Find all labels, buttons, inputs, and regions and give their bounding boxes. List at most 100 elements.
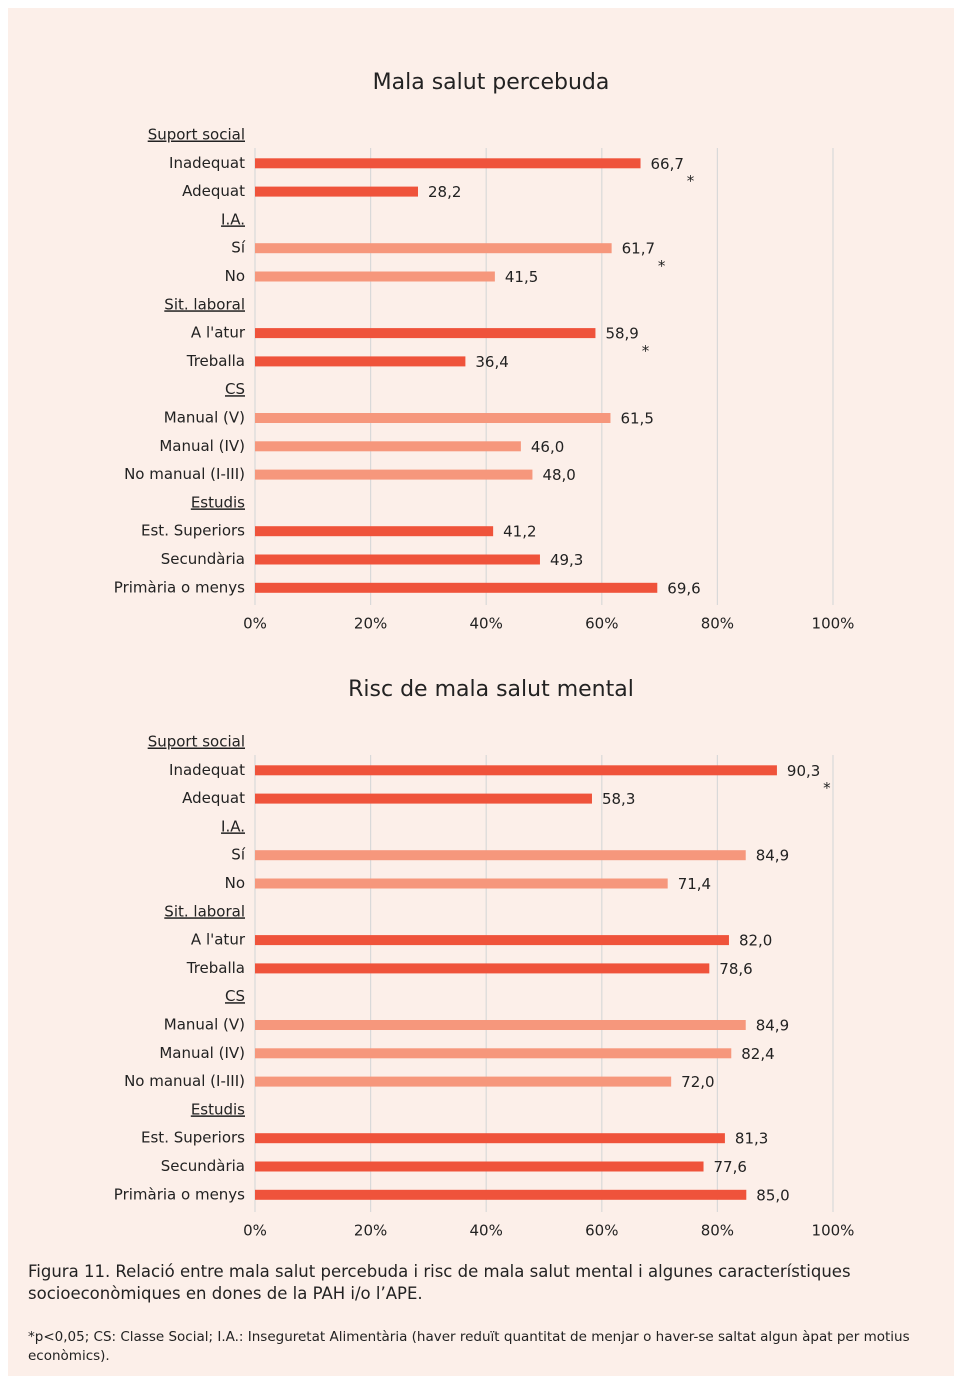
x-tick-label: 0% — [243, 1222, 267, 1240]
category-label: Secundària — [161, 1157, 245, 1175]
x-tick-label: 60% — [585, 1222, 618, 1240]
bar — [255, 554, 540, 565]
category-label: Inadequat — [169, 154, 245, 172]
category-label: A l'atur — [191, 931, 246, 949]
footnote: *p<0,05; CS: Classe Social; I.A.: Insegu… — [28, 1329, 910, 1364]
bar — [255, 850, 746, 861]
bar — [255, 158, 641, 169]
group-header: Sit. laboral — [164, 902, 245, 920]
bar — [255, 186, 418, 197]
category-label: Primària o menys — [114, 1185, 245, 1203]
category-label: Treballa — [186, 352, 245, 370]
group-header: Suport social — [148, 733, 245, 751]
category-label: A l'atur — [191, 324, 246, 342]
x-tick-label: 100% — [812, 1222, 855, 1240]
bar — [255, 328, 596, 339]
bar — [255, 765, 777, 776]
value-label: 58,9 — [605, 325, 638, 343]
bar — [255, 469, 533, 480]
group-header: I.A. — [221, 817, 245, 835]
value-label: 77,6 — [714, 1158, 747, 1176]
bar — [255, 935, 729, 946]
group-header: CS — [225, 987, 245, 1005]
bar — [255, 1020, 746, 1030]
bar — [255, 271, 495, 282]
group-header: Suport social — [148, 126, 245, 144]
value-label: 28,2 — [428, 183, 461, 201]
group-header: I.A. — [221, 210, 245, 228]
x-tick-label: 0% — [243, 615, 267, 633]
bar — [255, 963, 710, 974]
category-label: No — [225, 874, 245, 892]
x-tick-label: 20% — [354, 615, 387, 633]
value-label: 90,3 — [787, 762, 820, 780]
x-tick-label: 80% — [701, 1222, 734, 1240]
significance-mark: * — [658, 257, 666, 275]
category-label: Manual (IV) — [159, 437, 245, 455]
category-label: Est. Superiors — [141, 1129, 245, 1147]
value-label: 71,4 — [678, 875, 711, 893]
category-label: Adequat — [182, 789, 245, 807]
value-label: 78,6 — [719, 960, 752, 978]
value-label: 84,9 — [756, 847, 789, 865]
value-label: 66,7 — [651, 155, 684, 173]
figure: Mala salut percebuda 0% 20% 40% 60% 80% 100% Su… — [8, 8, 954, 1376]
group-header: Estudis — [191, 1100, 245, 1118]
value-label: 41,2 — [503, 523, 536, 541]
bar — [255, 1133, 725, 1144]
value-label: 72,0 — [681, 1073, 714, 1091]
significance-mark: * — [642, 342, 650, 360]
bar — [255, 526, 494, 537]
x-tick-label: 100% — [812, 615, 855, 633]
value-label: 48,0 — [542, 466, 575, 484]
value-label: 58,3 — [602, 790, 635, 808]
significance-mark: * — [823, 779, 831, 797]
group-header: Sit. laboral — [164, 295, 245, 313]
category-label: Manual (V) — [164, 1016, 245, 1034]
group-header: Estudis — [191, 493, 245, 511]
bar — [255, 356, 466, 367]
value-label: 82,4 — [741, 1045, 774, 1063]
bar — [255, 793, 592, 804]
bar — [255, 441, 521, 452]
value-label: 84,9 — [756, 1017, 789, 1035]
bar — [255, 1189, 747, 1200]
bar — [255, 243, 612, 254]
x-tick-label: 80% — [701, 615, 734, 633]
bar — [255, 582, 658, 593]
bar — [255, 1076, 672, 1087]
category-label: Adequat — [182, 182, 245, 200]
value-label: 49,3 — [550, 551, 583, 569]
x-tick-label: 60% — [585, 615, 618, 633]
chart-title: Risc de mala salut mental — [348, 677, 634, 702]
category-label: Treballa — [186, 959, 245, 977]
value-label: 81,3 — [735, 1130, 768, 1148]
x-tick-label: 40% — [470, 1222, 503, 1240]
x-tick-label: 20% — [354, 1222, 387, 1240]
value-label: 61,5 — [620, 410, 653, 428]
category-label: Sí — [231, 239, 246, 257]
category-label: No manual (I-III) — [124, 1072, 245, 1090]
category-label: Est. Superiors — [141, 522, 245, 540]
bar — [255, 878, 668, 889]
value-label: 85,0 — [756, 1186, 789, 1204]
category-label: Sí — [231, 846, 246, 864]
group-header: CS — [225, 380, 245, 398]
caption: Figura 11. Relació entre mala salut perc… — [28, 1262, 851, 1303]
category-label: Primària o menys — [114, 578, 245, 596]
value-label: 82,0 — [739, 932, 772, 950]
value-label: 46,0 — [531, 438, 564, 456]
x-tick-label: 40% — [470, 615, 503, 633]
category-label: Manual (V) — [164, 409, 245, 427]
value-label: 41,5 — [505, 268, 538, 286]
category-label: Inadequat — [169, 761, 245, 779]
category-label: No — [225, 267, 245, 285]
value-label: 69,6 — [667, 579, 700, 597]
bar — [255, 413, 611, 423]
value-label: 36,4 — [475, 353, 508, 371]
bar — [255, 1048, 732, 1059]
significance-mark: * — [687, 172, 695, 190]
bar — [255, 1161, 704, 1172]
value-label: 61,7 — [622, 240, 655, 258]
category-label: Secundària — [161, 550, 245, 568]
